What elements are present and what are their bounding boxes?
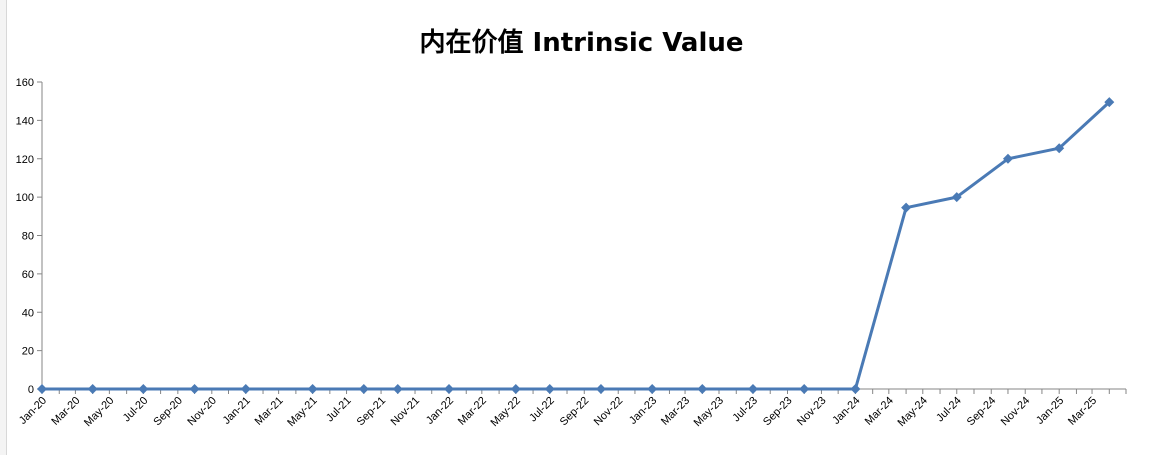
y-tick-label: 80 — [22, 231, 34, 243]
x-tick-label: Sep-23 — [761, 395, 795, 429]
data-point-marker — [392, 384, 403, 394]
x-tick-label: Mar-20 — [49, 395, 82, 428]
x-tick-label: Nov-20 — [185, 395, 219, 429]
x-tick-label: Nov-22 — [592, 395, 626, 429]
x-tick-label: Nov-23 — [795, 395, 829, 429]
data-point-marker — [697, 384, 708, 394]
y-tick-label: 100 — [16, 192, 34, 204]
x-tick-label: Sep-22 — [558, 395, 592, 429]
x-tick-label: Nov-21 — [389, 395, 423, 429]
x-tick-label: Jan-20 — [17, 395, 49, 427]
x-tick-label: May-24 — [895, 395, 929, 429]
data-point-marker — [799, 384, 810, 394]
y-tick-label: 160 — [16, 77, 34, 89]
x-tick-label: Mar-25 — [1066, 395, 1099, 428]
x-tick-label: Sep-21 — [355, 395, 389, 429]
x-tick-label: Sep-24 — [965, 395, 999, 429]
data-point-marker — [307, 384, 318, 394]
x-tick-label: Jul-21 — [324, 395, 354, 425]
data-point-marker — [951, 192, 962, 203]
series-layer — [37, 97, 1115, 394]
y-tick-label: 140 — [16, 115, 34, 127]
data-point-marker — [1104, 97, 1115, 108]
data-point-marker — [87, 384, 98, 394]
data-point-marker — [189, 384, 200, 394]
y-tick-label: 40 — [22, 307, 34, 319]
window-left-edge — [0, 0, 7, 455]
data-point-marker — [510, 384, 521, 394]
y-axis: 0 20 40 60 80 100 120 140 160 — [16, 77, 43, 396]
x-tick-label: Jan-23 — [627, 395, 659, 427]
x-tick-label: Jul-22 — [527, 395, 557, 425]
x-tick-label: Jan-22 — [424, 395, 456, 427]
y-tick-label: 0 — [28, 384, 34, 396]
x-tick-label: Mar-23 — [659, 395, 692, 428]
x-axis: Jan-20 Mar-20 May-20 Jul-20 Sep-20 Nov-20 Jan-… — [17, 388, 1127, 429]
x-tick-label: Mar-21 — [253, 395, 286, 428]
x-tick-label: Mar-22 — [456, 395, 489, 428]
series-line — [42, 100, 1111, 391]
data-point-marker — [901, 202, 912, 213]
x-tick-label: Nov-24 — [999, 395, 1033, 429]
chart-title: 内在价值 Intrinsic Value — [419, 28, 744, 58]
x-tick-label: Jul-20 — [121, 395, 151, 425]
x-tick-label: May-22 — [488, 395, 522, 429]
x-tick-label: May-23 — [692, 395, 726, 429]
data-point-marker — [647, 384, 658, 394]
data-point-marker — [850, 384, 861, 394]
y-tick-label: 120 — [16, 154, 34, 166]
data-point-marker — [747, 384, 758, 394]
x-tick-label: May-21 — [285, 395, 319, 429]
x-tick-label: Jul-24 — [934, 395, 964, 425]
data-point-marker — [138, 384, 149, 394]
x-tick-label: Sep-20 — [151, 395, 185, 429]
x-tick-label: Jan-24 — [830, 395, 862, 427]
x-tick-label: Mar-24 — [863, 395, 896, 428]
data-point-marker — [240, 384, 251, 394]
data-point-marker — [358, 384, 369, 394]
data-point-marker — [1054, 143, 1065, 154]
x-tick-label: Jan-25 — [1034, 395, 1066, 427]
x-tick-label: Jul-23 — [730, 395, 760, 425]
y-tick-label: 20 — [22, 346, 34, 358]
data-point-marker — [544, 384, 555, 394]
data-point-marker — [443, 384, 454, 394]
data-point-marker — [1002, 153, 1013, 164]
data-point-marker — [37, 384, 47, 394]
y-tick-label: 60 — [22, 269, 34, 281]
x-tick-label: Jan-21 — [221, 395, 253, 427]
data-point-marker — [595, 384, 606, 394]
x-tick-label: May-20 — [82, 395, 116, 429]
